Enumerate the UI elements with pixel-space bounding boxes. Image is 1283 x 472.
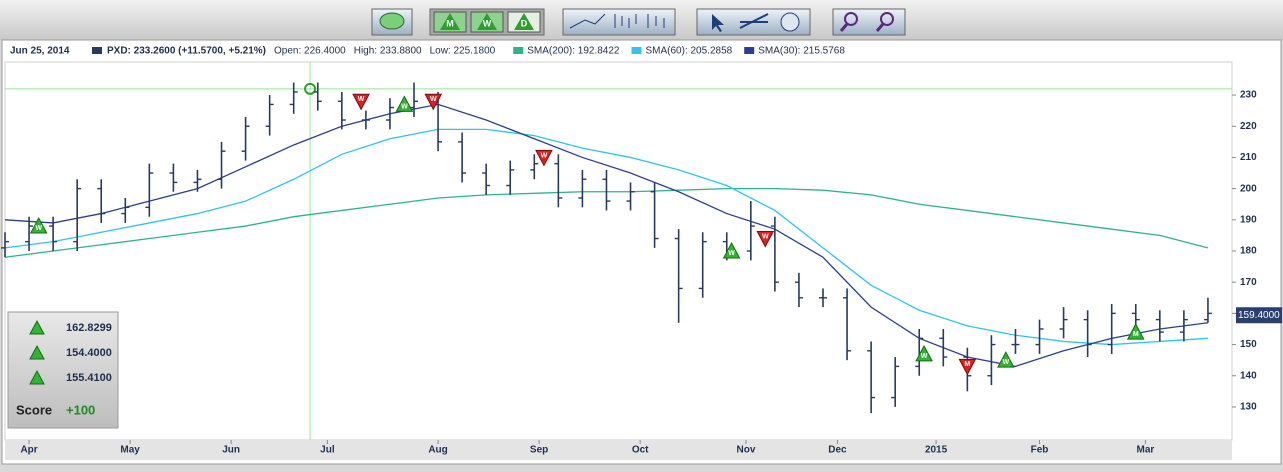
x-tick-label: Nov bbox=[737, 445, 756, 456]
x-tick-label: Jul bbox=[320, 445, 335, 456]
button-label: W bbox=[483, 18, 492, 28]
score-row: 154.4000 bbox=[66, 347, 112, 359]
y-tick-label: 140 bbox=[1240, 370, 1257, 381]
y-tick-label: 210 bbox=[1240, 152, 1257, 163]
x-tick-label: Oct bbox=[632, 445, 649, 456]
header: Jun 25, 2014 PXD: 233.2600 (+11.5700, +5.… bbox=[10, 46, 845, 57]
score-panel-bg bbox=[7, 311, 119, 429]
score-row: 155.4100 bbox=[66, 372, 112, 384]
signal-label: W bbox=[728, 250, 735, 257]
icon bbox=[739, 13, 769, 29]
button-group[interactable] bbox=[562, 8, 676, 36]
plot-area bbox=[4, 61, 1233, 441]
x-tick-label: 2015 bbox=[925, 445, 948, 456]
icon bbox=[780, 12, 800, 32]
button-label: M bbox=[446, 18, 454, 28]
legend-entry: SMA(60): 205.2858 bbox=[645, 46, 732, 57]
buy-signal bbox=[997, 351, 1015, 368]
score-row: 162.8299 bbox=[66, 322, 112, 334]
buy-signal bbox=[29, 216, 48, 234]
buy-signal bbox=[915, 344, 933, 362]
legend-swatch bbox=[513, 47, 524, 54]
legend-swatch bbox=[92, 47, 102, 54]
y-tick-label: 130 bbox=[1240, 402, 1257, 413]
icon bbox=[839, 23, 849, 32]
icon bbox=[844, 12, 858, 26]
signal-label: W bbox=[401, 103, 408, 110]
date: Jun 25, 2014 bbox=[10, 46, 70, 57]
legend-entry: SMA(30): 215.5768 bbox=[758, 46, 845, 57]
icon bbox=[880, 12, 894, 26]
x-tick-label: Feb bbox=[1031, 445, 1049, 456]
y-tick-label: 230 bbox=[1240, 90, 1257, 101]
y-tick-label: 170 bbox=[1240, 277, 1257, 288]
icon bbox=[875, 23, 885, 32]
score-label: Score bbox=[16, 402, 52, 417]
signal-label: W bbox=[358, 96, 365, 103]
button-label: D bbox=[521, 18, 528, 28]
x-tick-label: Mar bbox=[1136, 445, 1154, 456]
quote-field: Open: 226.4000 bbox=[274, 46, 346, 57]
buy-signal bbox=[395, 95, 414, 112]
button-icon bbox=[514, 13, 534, 30]
icon bbox=[569, 13, 606, 29]
y-tick-label: 150 bbox=[1240, 339, 1257, 350]
icon bbox=[614, 14, 637, 28]
signal-label: W bbox=[762, 233, 769, 240]
legend-swatch bbox=[631, 47, 642, 54]
sell-signal bbox=[756, 231, 775, 248]
last-price-box bbox=[1236, 307, 1282, 324]
score-value: +100 bbox=[66, 402, 95, 417]
sma-line bbox=[4, 128, 1208, 346]
sell-signal bbox=[958, 358, 977, 376]
x-tick-label: Dec bbox=[828, 445, 847, 456]
legend-swatch bbox=[744, 47, 755, 54]
signal-label: M bbox=[1133, 331, 1139, 338]
quote-field: Low: 225.1800 bbox=[430, 46, 496, 57]
sell-signal bbox=[535, 149, 553, 167]
button-icon bbox=[440, 13, 460, 30]
buy-signal bbox=[722, 241, 741, 259]
y-tick-label: 220 bbox=[1240, 121, 1257, 132]
score-icon bbox=[29, 319, 45, 335]
buy-signal bbox=[1126, 323, 1145, 340]
signal-label: W bbox=[430, 96, 437, 103]
last-price: 159.4000 bbox=[1238, 310, 1280, 321]
button-icon bbox=[477, 13, 497, 30]
legend-entry: SMA(200): 192.8422 bbox=[527, 46, 620, 57]
x-tick-label: Jun bbox=[222, 445, 240, 456]
quote: PXD: 233.2600 (+11.5700, +5.21%) bbox=[107, 46, 266, 57]
signal-label: W bbox=[35, 225, 42, 232]
y-tick-label: 200 bbox=[1240, 183, 1257, 194]
button-group[interactable] bbox=[832, 8, 906, 36]
x-tick-label: Sep bbox=[530, 445, 548, 456]
score-panel: 162.8299 154.4000 155.4100 Score +100 bbox=[7, 311, 119, 429]
signal-label: M bbox=[964, 361, 970, 368]
icon bbox=[647, 14, 665, 28]
quote-field: High: 233.8800 bbox=[354, 46, 422, 57]
score-icon bbox=[29, 344, 45, 360]
x-tick-label: Apr bbox=[20, 445, 37, 456]
y-tick-label: 180 bbox=[1240, 246, 1257, 257]
x-axis-strip bbox=[5, 440, 1232, 460]
signal-label: W bbox=[1003, 359, 1010, 366]
sell-signal bbox=[424, 93, 443, 111]
cursor-dot bbox=[304, 82, 317, 95]
icon bbox=[379, 12, 405, 30]
x-tick-label: May bbox=[120, 445, 140, 456]
sell-signal bbox=[352, 93, 370, 111]
icon bbox=[712, 14, 724, 32]
x-tick-label: Aug bbox=[428, 445, 447, 456]
signal-label: W bbox=[921, 353, 928, 360]
score-icon bbox=[29, 369, 45, 385]
y-tick-label: 190 bbox=[1240, 214, 1257, 225]
signal-label: W bbox=[541, 152, 548, 159]
